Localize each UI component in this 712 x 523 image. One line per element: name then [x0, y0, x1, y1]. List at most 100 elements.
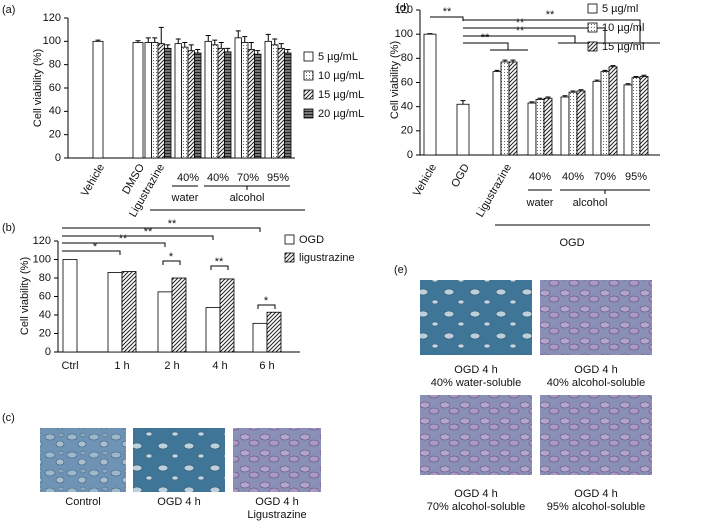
bar	[132, 42, 144, 159]
x-tick-label: 70%	[594, 171, 616, 183]
legend-label: 5 µg/mL	[318, 51, 358, 63]
significance-label: **	[215, 256, 224, 268]
error-bar	[205, 35, 211, 42]
group-label: alcohol	[230, 192, 265, 204]
error-bar	[502, 59, 508, 62]
y-tick-label: 40	[39, 309, 51, 321]
x-tick-label: 40%	[562, 171, 584, 183]
group-label: water	[171, 192, 199, 204]
legend-swatch	[303, 51, 314, 62]
micrograph	[233, 428, 321, 492]
bar	[543, 97, 553, 156]
significance-label: **	[516, 25, 525, 37]
error-bar	[562, 95, 568, 97]
significance-label: **	[168, 218, 177, 230]
y-tick-label: 40	[401, 101, 413, 113]
bar	[508, 61, 518, 156]
y-tick-label: 80	[39, 272, 51, 284]
error-bar	[225, 47, 231, 52]
panel-label: (e)	[394, 264, 407, 276]
legend-swatch	[303, 108, 314, 119]
micrograph	[420, 395, 532, 475]
significance-label: **	[443, 6, 452, 18]
bar	[211, 44, 219, 159]
error-bar	[218, 42, 224, 49]
error-bar	[578, 89, 584, 91]
panel-label: (b)	[2, 222, 15, 234]
bar	[264, 40, 272, 159]
significance-bracket	[430, 16, 660, 226]
bar	[194, 52, 202, 159]
panel-label: (d)	[396, 2, 409, 14]
y-axis-label: Cell viability (%)	[19, 257, 31, 335]
panel-label: (a)	[2, 4, 15, 16]
significance-label: **	[144, 226, 153, 238]
bar	[527, 102, 537, 156]
group-label: OGD	[559, 237, 584, 249]
group-label: water	[526, 197, 554, 209]
error-bar	[633, 75, 639, 78]
error-bar	[265, 33, 271, 42]
image-caption: OGD 4 h	[255, 496, 298, 508]
bar	[277, 47, 285, 159]
x-tick-label: 2 h	[164, 360, 179, 372]
bar	[174, 43, 182, 159]
x-tick-label: 1 h	[114, 360, 129, 372]
significance-label: **	[546, 9, 555, 21]
x-tick-label: 40%	[529, 171, 551, 183]
x-tick-label: 4 h	[212, 360, 227, 372]
micrograph	[133, 428, 225, 492]
bar	[144, 42, 152, 159]
y-tick-label: 100	[33, 253, 51, 265]
y-tick-label: 60	[39, 290, 51, 302]
bar	[535, 99, 545, 156]
error-bar	[242, 36, 248, 43]
bar	[107, 272, 123, 353]
error-bar	[255, 50, 261, 55]
legend-swatch	[284, 234, 295, 245]
legend-label: 10 µg/mL	[318, 70, 364, 82]
x-tick-label: 70%	[237, 172, 259, 184]
bar	[592, 80, 602, 156]
bar	[217, 47, 225, 159]
image-caption: 40% alcohol-soluble	[547, 377, 645, 389]
significance-label: *	[169, 251, 174, 263]
legend-label: 20 µg/mL	[318, 108, 364, 120]
error-bar	[537, 97, 543, 100]
bar	[284, 52, 292, 159]
error-bar	[285, 49, 291, 53]
error-bar	[625, 83, 631, 85]
error-bar	[594, 79, 600, 82]
bar	[187, 50, 195, 159]
error-bar	[460, 100, 466, 105]
y-tick-label: 100	[43, 35, 61, 47]
bar	[121, 271, 137, 353]
error-bar	[175, 38, 181, 44]
x-tick-label: OGD	[449, 162, 472, 190]
bar	[271, 44, 279, 159]
micrograph	[540, 395, 652, 475]
x-tick-label: 95%	[625, 171, 647, 183]
y-tick-label: 60	[49, 82, 61, 94]
error-bar	[165, 44, 171, 49]
error-bar	[529, 101, 535, 104]
error-bar	[641, 74, 647, 77]
y-tick-label: 0	[45, 346, 51, 358]
bar	[157, 43, 165, 159]
image-caption: OGD 4 h	[454, 488, 497, 500]
error-bar	[278, 43, 284, 49]
image-caption: 95% alcohol-soluble	[547, 501, 645, 513]
image-caption: Ligustrazine	[247, 509, 306, 521]
legend-swatch	[587, 3, 598, 14]
legend-swatch	[284, 252, 295, 263]
legend-swatch	[303, 89, 314, 100]
error-bar	[188, 44, 194, 51]
bar	[423, 33, 437, 156]
y-axis-label: Cell viability (%)	[389, 41, 401, 119]
x-tick-label: Ligustrazine	[474, 162, 514, 219]
y-tick-label: 40	[49, 105, 61, 117]
micrograph	[420, 280, 532, 355]
x-tick-label: Vehicle	[411, 162, 439, 199]
bar	[171, 277, 187, 353]
image-caption: Control	[65, 496, 100, 508]
